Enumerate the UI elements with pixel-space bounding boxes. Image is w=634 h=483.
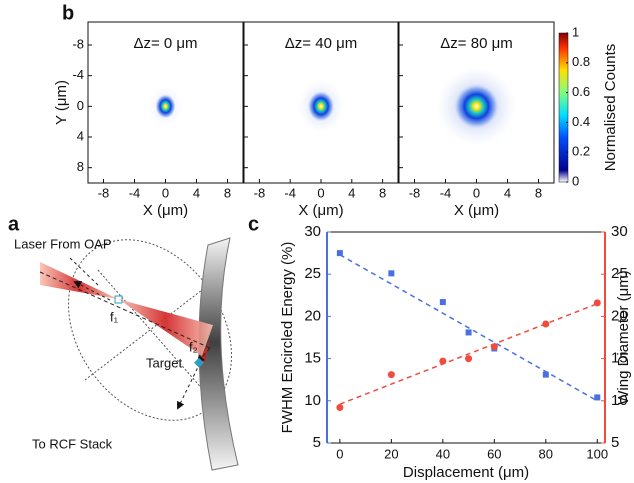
x-axis-label: Displacement (μm) <box>403 464 529 481</box>
optics-diagram <box>39 237 239 471</box>
x-tick-label: 4 <box>348 185 355 200</box>
subplot-title: Δz= 80 μm <box>440 35 512 52</box>
y-tick-label: -8 <box>72 36 84 51</box>
data-point <box>336 404 344 412</box>
y-tick-label: 8 <box>77 159 84 174</box>
y-tick-label: -4 <box>72 67 84 82</box>
x-tick-label: -8 <box>409 185 421 200</box>
colorbar-tick-label: 0.2 <box>572 144 590 159</box>
subplot-title: Δz= 40 μm <box>285 35 357 52</box>
x-tick-label: 0 <box>317 185 324 200</box>
x-tick-label: -8 <box>254 185 266 200</box>
panel-label: c <box>248 213 259 235</box>
data-point <box>593 299 601 307</box>
data-point <box>439 357 447 365</box>
x-tick-label: -4 <box>129 185 141 200</box>
y-tick-label: 30 <box>304 223 321 240</box>
y-tick-label: 5 <box>313 434 321 451</box>
y-tick-label: 4 <box>77 128 84 143</box>
y2-tick-label: 20 <box>611 307 628 324</box>
diagram-label: f₁ <box>110 309 119 324</box>
x-tick-label: 100 <box>586 446 608 461</box>
data-point <box>336 250 343 257</box>
data-point <box>387 371 395 379</box>
x-tick-label: 0 <box>336 446 343 461</box>
x-tick-label: -4 <box>284 185 296 200</box>
data-point <box>594 394 601 401</box>
x-axis-label: X (μm) <box>298 202 343 219</box>
data-point <box>490 343 498 351</box>
y-axis-label: FWHM Encircled Energy (%) <box>279 242 296 434</box>
x-tick-label: -4 <box>440 185 452 200</box>
colorbar-tick-label: 0 <box>572 173 579 188</box>
x-tick-label: 40 <box>436 446 450 461</box>
y2-tick-label: 5 <box>611 434 619 451</box>
diagram-label: To RCF Stack <box>32 436 113 451</box>
y-tick-label: 0 <box>77 98 84 113</box>
data-point <box>439 299 446 306</box>
x-tick-label: -8 <box>98 185 110 200</box>
panel-label: a <box>8 213 20 235</box>
diagram-label: Laser From OAP <box>14 236 112 251</box>
fit-line <box>339 254 598 402</box>
x-axis-label: X (μm) <box>143 202 188 219</box>
colorbar-tick-label: 0.6 <box>572 84 590 99</box>
diagram-label: f₂ <box>189 339 198 354</box>
colorbar-tick-label: 0.4 <box>572 114 590 129</box>
y2-tick-label: 10 <box>611 392 628 409</box>
data-point <box>542 371 549 378</box>
x-axis-label: X (μm) <box>454 202 499 219</box>
data-point <box>542 320 550 328</box>
x-tick-label: 8 <box>224 185 231 200</box>
x-tick-label: 80 <box>539 446 553 461</box>
x-tick-label: 8 <box>379 185 386 200</box>
colorbar-tick-label: 1 <box>572 24 579 39</box>
y2-axis-label: Wing Diameter (μm) <box>615 270 632 405</box>
x-tick-label: 20 <box>384 446 398 461</box>
x-tick-label: 4 <box>193 185 200 200</box>
colorbar <box>558 32 569 183</box>
data-point <box>465 355 473 363</box>
focal-spot <box>308 91 334 122</box>
y-tick-label: 20 <box>304 307 321 324</box>
x-tick-label: 60 <box>487 446 501 461</box>
y2-tick-label: 25 <box>611 265 628 282</box>
y-tick-label: 10 <box>304 392 321 409</box>
x-tick-label: 4 <box>504 185 511 200</box>
fit-line <box>339 303 598 405</box>
diagram-label: Target <box>146 355 183 370</box>
y2-tick-label: 30 <box>611 223 628 240</box>
data-point <box>465 329 472 336</box>
y2-tick-label: 15 <box>611 350 628 367</box>
y-tick-label: 15 <box>304 350 321 367</box>
x-tick-label: 8 <box>535 185 542 200</box>
colorbar-tick-label: 0.8 <box>572 54 590 69</box>
panel-label: b <box>62 2 74 24</box>
x-tick-label: 0 <box>162 185 169 200</box>
subplot-title: Δz= 0 μm <box>133 35 197 52</box>
y-tick-label: 25 <box>304 265 321 282</box>
y-axis-label: Y (μm) <box>53 80 70 125</box>
focal-spot <box>155 94 176 119</box>
x-tick-label: 0 <box>473 185 480 200</box>
data-point <box>388 270 395 277</box>
colorbar-label: Normalised Counts <box>602 44 619 172</box>
focal-spot <box>454 84 499 129</box>
